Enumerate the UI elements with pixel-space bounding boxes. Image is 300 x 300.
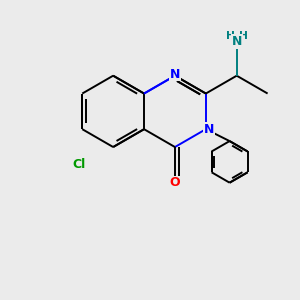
Text: N: N <box>204 123 214 136</box>
Text: Cl: Cl <box>73 158 86 171</box>
Text: N: N <box>232 35 242 48</box>
Text: H: H <box>239 32 248 41</box>
Text: O: O <box>169 176 180 189</box>
Text: H: H <box>226 32 235 41</box>
Text: N: N <box>170 68 180 81</box>
